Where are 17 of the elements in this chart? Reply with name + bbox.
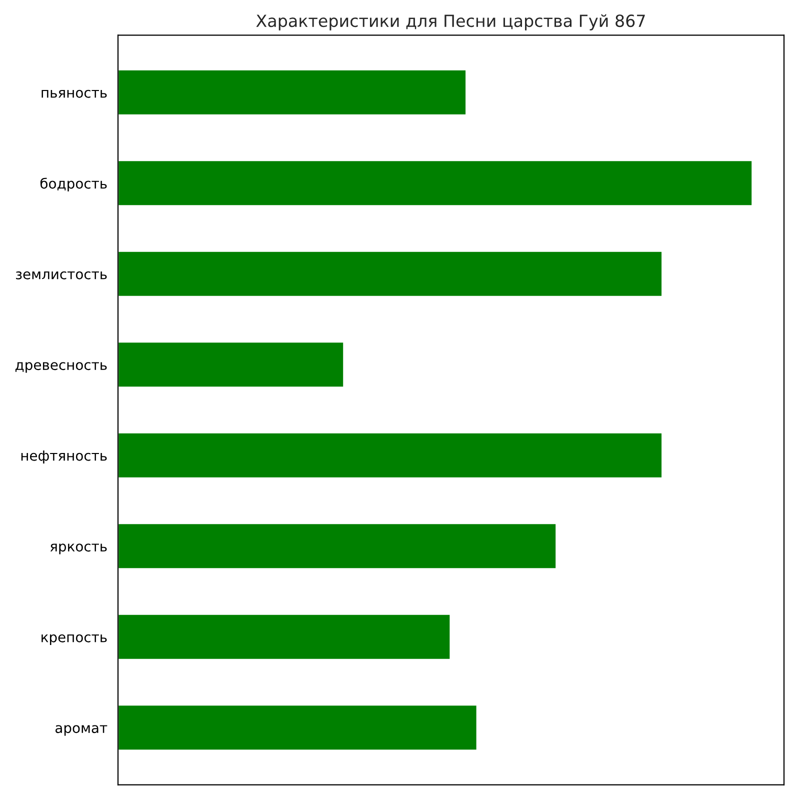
y-tick-label: нефтяность [21, 450, 107, 464]
bar [118, 432, 663, 479]
y-tick-label: землистость [16, 271, 107, 280]
bar [118, 522, 557, 570]
y-tick-label: бодрость [40, 178, 107, 192]
chart-title: Характеристики для Песни царства Гуй 867 [256, 14, 645, 30]
y-tick-label: аромат [56, 725, 108, 736]
bar [118, 250, 663, 298]
bar [118, 613, 452, 660]
bar [118, 160, 753, 207]
y-tick-label: яркость [50, 544, 107, 554]
y-tick-label: древесность [15, 362, 107, 373]
bar [118, 704, 478, 752]
bar [118, 68, 467, 116]
y-tick-label: пьяность [42, 90, 107, 98]
y-tick-label: крепость [42, 634, 107, 646]
bar [118, 341, 344, 388]
